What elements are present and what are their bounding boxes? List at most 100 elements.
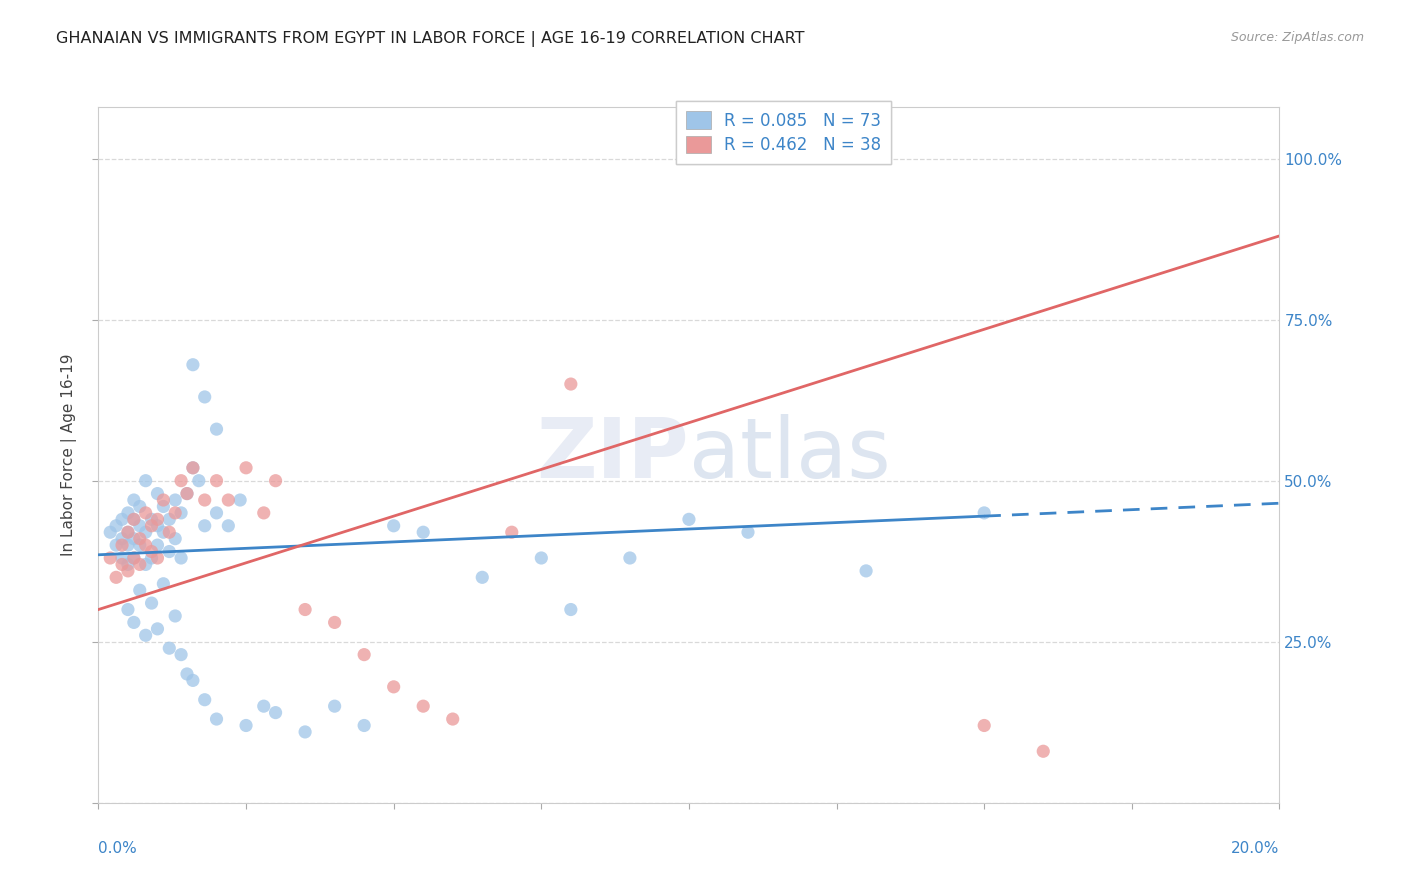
Point: [253, 506, 276, 520]
Point: [152, 525, 174, 540]
Point: [135, 474, 157, 488]
Point: [117, 564, 139, 578]
Point: [181, 358, 204, 372]
Point: [105, 538, 128, 552]
Point: [117, 525, 139, 540]
Text: GHANAIAN VS IMMIGRANTS FROM EGYPT IN LABOR FORCE | AGE 16-19 CORRELATION CHART: GHANAIAN VS IMMIGRANTS FROM EGYPT IN LAB…: [56, 31, 804, 47]
Point: [678, 512, 700, 526]
Point: [382, 680, 405, 694]
Point: [111, 532, 134, 546]
Point: [471, 570, 494, 584]
Point: [737, 525, 759, 540]
Point: [128, 558, 150, 572]
Point: [146, 551, 169, 566]
Point: [146, 622, 169, 636]
Point: [117, 525, 139, 540]
Point: [973, 718, 995, 732]
Point: [157, 512, 180, 526]
Point: [217, 493, 239, 508]
Point: [117, 506, 139, 520]
Text: atlas: atlas: [689, 415, 890, 495]
Point: [560, 377, 582, 392]
Point: [181, 460, 204, 475]
Point: [353, 648, 375, 662]
Point: [117, 602, 139, 616]
Point: [176, 486, 198, 500]
Point: [111, 551, 134, 566]
Point: [105, 518, 128, 533]
Point: [146, 518, 169, 533]
Point: [170, 551, 193, 566]
Point: [176, 486, 198, 500]
Point: [111, 512, 134, 526]
Point: [146, 512, 169, 526]
Point: [135, 558, 157, 572]
Point: [353, 718, 375, 732]
Point: [973, 506, 995, 520]
Point: [152, 500, 174, 514]
Point: [205, 506, 228, 520]
Point: [205, 712, 228, 726]
Point: [294, 602, 316, 616]
Point: [165, 532, 187, 546]
Point: [122, 493, 145, 508]
Point: [1032, 744, 1054, 758]
Point: [98, 525, 121, 540]
Point: [122, 512, 145, 526]
Point: [152, 576, 174, 591]
Point: [135, 506, 157, 520]
Text: Source: ZipAtlas.com: Source: ZipAtlas.com: [1230, 31, 1364, 45]
Point: [205, 474, 228, 488]
Point: [194, 493, 217, 508]
Point: [122, 512, 145, 526]
Point: [217, 518, 239, 533]
Legend: R = 0.085   N = 73, R = 0.462   N = 38: R = 0.085 N = 73, R = 0.462 N = 38: [676, 102, 891, 164]
Point: [530, 551, 553, 566]
Point: [165, 493, 187, 508]
Point: [441, 712, 464, 726]
Point: [194, 518, 217, 533]
Point: [194, 390, 217, 404]
Point: [122, 551, 145, 566]
Text: 0.0%: 0.0%: [98, 841, 138, 856]
Point: [141, 512, 163, 526]
Point: [412, 525, 434, 540]
Point: [264, 706, 287, 720]
Point: [141, 596, 163, 610]
Point: [157, 525, 180, 540]
Point: [146, 486, 169, 500]
Point: [152, 493, 174, 508]
Text: 20.0%: 20.0%: [1232, 841, 1279, 856]
Point: [170, 648, 193, 662]
Point: [170, 506, 193, 520]
Point: [412, 699, 434, 714]
Point: [181, 673, 204, 688]
Point: [294, 725, 316, 739]
Point: [105, 570, 128, 584]
Point: [235, 718, 257, 732]
Point: [128, 518, 150, 533]
Point: [122, 532, 145, 546]
Point: [128, 500, 150, 514]
Point: [194, 692, 217, 706]
Point: [135, 538, 157, 552]
Point: [117, 558, 139, 572]
Point: [141, 551, 163, 566]
Point: [128, 538, 150, 552]
Point: [135, 525, 157, 540]
Point: [176, 667, 198, 681]
Point: [111, 558, 134, 572]
Point: [98, 551, 121, 566]
Point: [141, 544, 163, 558]
Point: [157, 544, 180, 558]
Point: [165, 506, 187, 520]
Point: [128, 532, 150, 546]
Point: [122, 551, 145, 566]
Point: [187, 474, 209, 488]
Point: [165, 609, 187, 624]
Y-axis label: In Labor Force | Age 16-19: In Labor Force | Age 16-19: [60, 353, 77, 557]
Point: [111, 538, 134, 552]
Point: [117, 538, 139, 552]
Point: [181, 460, 204, 475]
Point: [253, 699, 276, 714]
